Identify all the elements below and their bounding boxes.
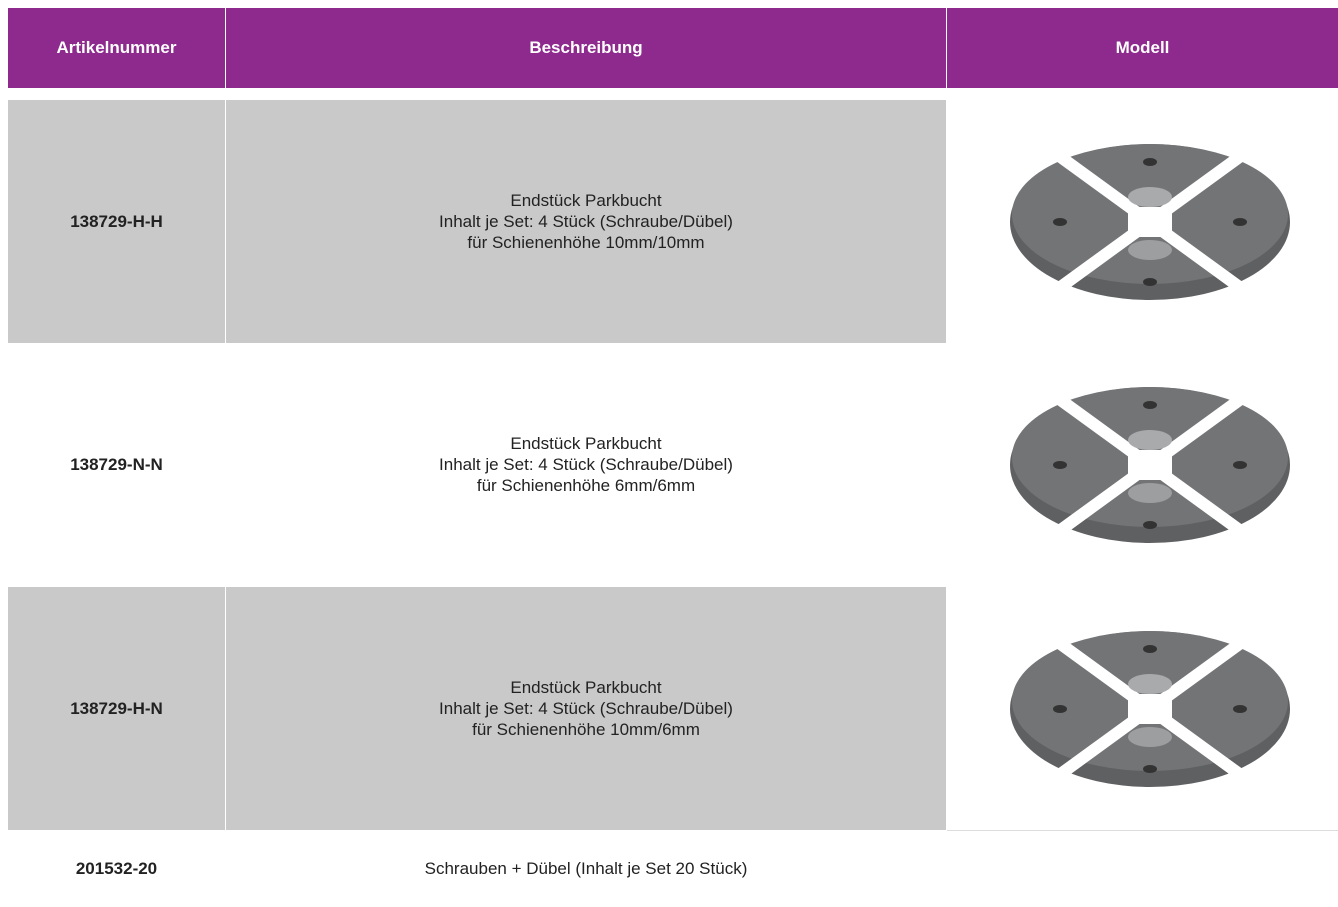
article-number: 138729-H-N (8, 587, 225, 830)
description-line: für Schienenhöhe 10mm/10mm (467, 233, 705, 252)
model-image (1000, 122, 1300, 322)
description-line: für Schienenhöhe 6mm/6mm (476, 476, 696, 495)
article-number: 138729-N-N (70, 455, 163, 474)
description: Endstück Parkbucht Inhalt je Set: 4 Stück… (226, 587, 946, 830)
description-line: Inhalt je Set: 4 Stück (Schraube/Dübel) (439, 212, 733, 231)
description-line: Endstück Parkbucht (510, 678, 662, 697)
article-number: 138729-H-H (8, 100, 225, 343)
article-number: 201532-20 (75, 859, 158, 878)
description: Schrauben + Dübel (Inhalt je Set 20 Stüc… (226, 830, 946, 907)
description-line: Endstück Parkbucht (510, 434, 662, 453)
description: Endstück Parkbucht Inhalt je Set: 4 Stück… (226, 100, 946, 343)
description-line: Inhalt je Set: 4 Stück (Schraube/Dübel) (439, 699, 733, 718)
description-line: Endstück Parkbucht (510, 191, 662, 210)
description-line: Schrauben + Dübel (Inhalt je Set 20 Stüc… (424, 859, 748, 878)
description-line: Inhalt je Set: 4 Stück (Schraube/Dübel) (439, 455, 733, 474)
header-cell: Artikelnummer (8, 8, 225, 88)
header-cell: Modell (947, 8, 1338, 88)
model-image (1000, 365, 1300, 565)
description-line: für Schienenhöhe 10mm/6mm (472, 720, 700, 739)
separator (947, 830, 1338, 831)
description: Endstück Parkbucht Inhalt je Set: 4 Stück… (226, 343, 946, 586)
model-image (1000, 609, 1300, 809)
header-cell: Beschreibung (226, 8, 946, 88)
